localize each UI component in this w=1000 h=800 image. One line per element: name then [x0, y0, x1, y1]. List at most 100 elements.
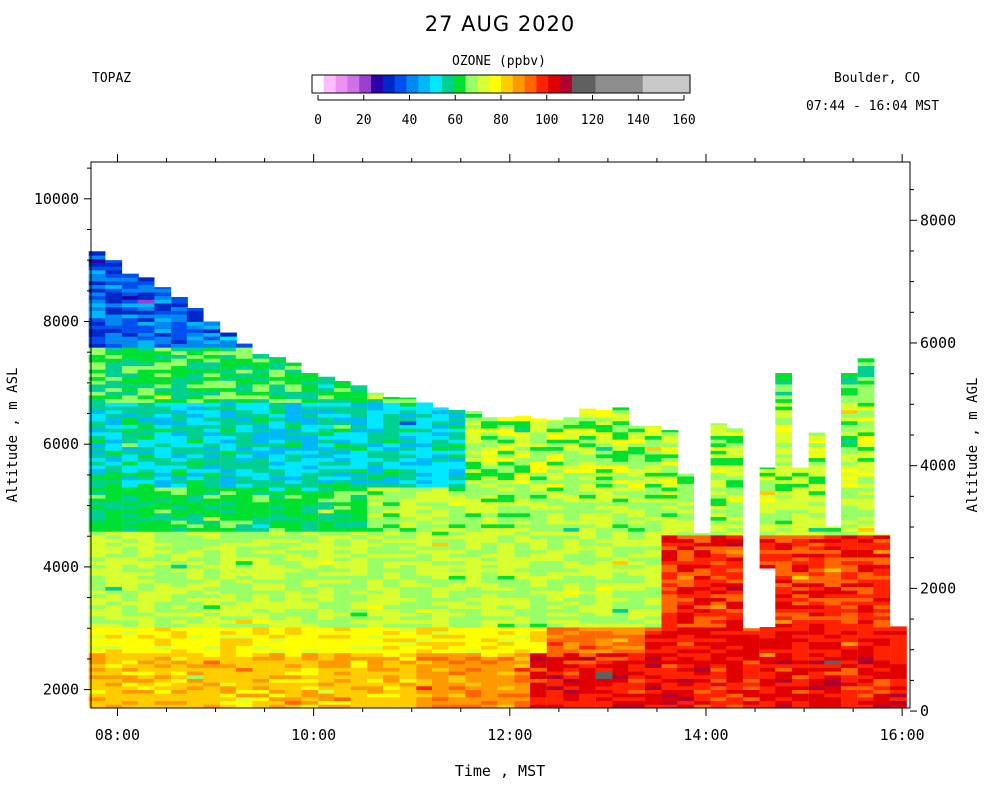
ozone-cell: [203, 627, 221, 632]
ozone-cell: [710, 490, 728, 495]
ozone-cell: [824, 557, 842, 562]
ozone-cell: [88, 306, 106, 311]
ozone-cell: [857, 571, 875, 576]
ozone-cell: [465, 652, 483, 657]
ozone-cell: [726, 468, 744, 473]
ozone-cell: [612, 407, 630, 411]
ozone-cell: [857, 557, 875, 562]
ozone-cell: [808, 645, 826, 650]
ozone-cell: [759, 553, 777, 558]
ozone-cell: [791, 549, 809, 554]
ozone-cell: [203, 601, 221, 606]
ozone-cell: [333, 630, 351, 635]
ozone-cell: [350, 538, 368, 543]
ozone-cell: [595, 428, 613, 433]
ozone-cell: [808, 685, 826, 690]
ozone-cell: [235, 564, 253, 569]
ozone-cell: [171, 384, 188, 389]
instrument-label: TOPAZ: [92, 71, 132, 86]
ozone-cell: [301, 557, 319, 562]
ozone-cell: [137, 656, 155, 661]
colorbar-swatch: [347, 75, 360, 93]
ozone-cell: [235, 465, 253, 470]
ozone-cell: [333, 645, 351, 650]
ozone-cell: [432, 546, 449, 551]
ozone-cell: [252, 615, 270, 621]
ozone-cell: [399, 523, 417, 529]
ozone-cell: [546, 663, 564, 668]
ozone-cell: [579, 700, 596, 705]
ozone-cell: [775, 417, 793, 422]
ozone-cell: [284, 638, 302, 643]
ozone-cell: [726, 590, 744, 595]
ozone-cell: [350, 696, 368, 702]
ozone-cell: [399, 652, 417, 657]
ozone-cell: [350, 689, 368, 694]
ozone-cell: [416, 678, 434, 683]
ozone-cell: [710, 608, 728, 613]
ozone-cell: [465, 627, 483, 632]
ozone-cell: [563, 590, 581, 595]
ozone-cell: [88, 380, 106, 385]
ozone-cell: [235, 627, 253, 632]
ozone-cell: [399, 560, 417, 565]
ozone-cell: [481, 476, 498, 481]
ozone-cell: [661, 615, 679, 621]
ozone-cell: [514, 428, 532, 433]
ozone-cell: [546, 472, 564, 477]
ozone-cell: [235, 494, 253, 499]
ozone-cell: [448, 623, 466, 628]
ozone-cell: [269, 649, 286, 654]
ozone-cell: [301, 608, 319, 613]
ozone-cell: [367, 520, 385, 525]
ozone-cell: [546, 619, 564, 624]
ozone-cell: [775, 546, 793, 551]
ozone-cell: [382, 671, 400, 676]
ozone-cell: [579, 516, 596, 521]
ozone-cell: [318, 398, 335, 403]
ozone-cell: [530, 487, 547, 492]
ozone-cell: [857, 608, 875, 613]
ozone-cell: [137, 310, 155, 315]
ozone-cell: [873, 689, 891, 694]
ozone-cell: [563, 435, 581, 440]
ozone-cell: [857, 593, 875, 598]
ozone-cell: [726, 461, 744, 466]
ozone-cell: [137, 468, 155, 473]
ozone-cell: [677, 604, 694, 610]
ozone-cell: [203, 564, 221, 569]
ozone-cell: [530, 586, 547, 591]
ozone-cell: [333, 660, 351, 665]
ozone-cell: [465, 487, 483, 492]
ozone-cell: [203, 457, 221, 462]
ozone-cell: [137, 380, 155, 385]
ozone-cell: [122, 586, 139, 591]
ozone-cell: [514, 652, 532, 657]
ozone-cell: [546, 431, 564, 437]
ozone-cell: [693, 696, 711, 702]
ozone-cell: [824, 704, 842, 709]
ozone-cell: [88, 512, 106, 517]
ozone-cell: [203, 435, 221, 440]
ozone-cell: [252, 671, 270, 676]
ozone-cell: [382, 527, 400, 532]
ozone-cell: [563, 457, 581, 462]
ozone-cell: [105, 413, 123, 418]
ozone-cell: [497, 623, 515, 628]
ozone-cell: [333, 457, 351, 462]
ozone-cell: [252, 395, 270, 400]
ozone-cell: [186, 649, 204, 654]
ozone-cell: [350, 549, 368, 554]
ozone-cell: [318, 409, 335, 414]
ozone-cell: [628, 579, 645, 584]
ozone-profile: [318, 376, 335, 709]
ozone-cell: [514, 534, 532, 540]
ozone-cell: [88, 258, 106, 264]
ozone-cell: [775, 560, 793, 565]
ozone-cell: [284, 674, 302, 679]
ozone-cell: [481, 468, 498, 473]
ozone-cell: [546, 461, 564, 466]
ozone-cell: [122, 512, 139, 517]
ozone-cell: [154, 704, 172, 709]
ozone-cell: [661, 674, 679, 679]
